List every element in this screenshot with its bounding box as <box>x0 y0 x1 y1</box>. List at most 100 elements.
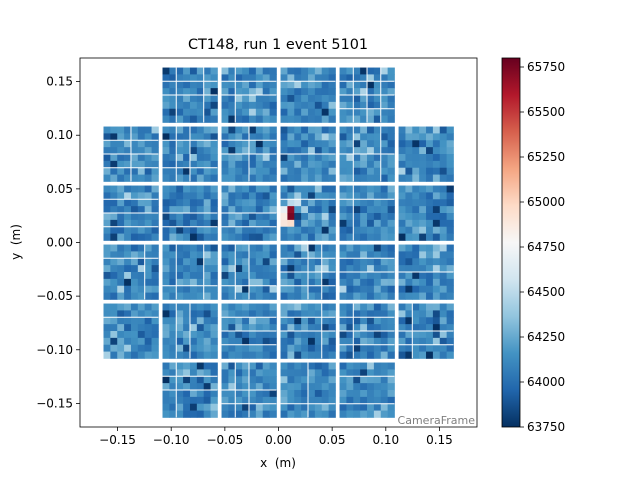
camera-pixel <box>398 351 406 359</box>
camera-pixel <box>387 331 395 339</box>
camera-pixel <box>183 265 191 273</box>
camera-pixel <box>189 160 198 169</box>
camera-pixel <box>228 324 236 332</box>
camera-pixel <box>314 88 323 96</box>
camera-pixel <box>360 244 368 252</box>
y-tick-label: 0.00 <box>46 236 73 250</box>
camera-pixel <box>248 403 257 411</box>
camera-pixel <box>196 331 205 339</box>
camera-pixel <box>242 278 250 287</box>
camera-pixel <box>183 362 191 370</box>
camera-pixel <box>183 337 191 346</box>
camera-pixel <box>367 369 375 377</box>
camera-pixel <box>103 324 111 332</box>
camera-pixel <box>405 351 413 359</box>
camera-pixel <box>446 213 454 221</box>
camera-pixel <box>162 126 170 134</box>
camera-pixel <box>210 251 218 259</box>
camera-pixel <box>137 272 146 280</box>
camera-pixel <box>176 351 184 359</box>
y-tick-label: 0.15 <box>46 75 73 89</box>
camera-pixel <box>294 376 302 384</box>
camera-pixel <box>242 233 250 241</box>
camera-pixel <box>412 337 420 346</box>
camera-pixel <box>235 389 243 398</box>
camera-pixel <box>235 133 243 141</box>
camera-pixel <box>367 199 375 207</box>
camera-pixel <box>446 192 454 200</box>
camera-pixel <box>269 160 277 169</box>
camera-pixel <box>203 226 211 234</box>
camera-pixel <box>176 95 184 103</box>
camera-pixel <box>221 185 229 193</box>
camera-pixel <box>235 213 243 221</box>
camera-pixel <box>210 331 218 339</box>
camera-pixel <box>398 219 406 228</box>
camera-pixel <box>398 154 406 162</box>
camera-pixel <box>339 376 347 384</box>
camera-pixel <box>269 251 277 259</box>
camera-pixel <box>280 226 288 234</box>
camera-pixel <box>380 303 388 311</box>
camera-pixel <box>321 292 329 300</box>
camera-pixel <box>228 199 236 207</box>
camera-pixel <box>367 396 375 405</box>
camera-pixel <box>189 192 198 200</box>
camera-pixel <box>308 303 316 311</box>
camera-pixel <box>314 81 323 89</box>
camera-pixel <box>103 331 111 339</box>
camera-pixel <box>387 192 395 200</box>
camera-pixel <box>169 389 177 398</box>
camera-pixel <box>262 272 270 280</box>
camera-pixel <box>196 115 205 123</box>
camera-pixel <box>151 185 159 193</box>
camera-pixel <box>339 233 347 241</box>
camera-pixel <box>210 369 218 377</box>
camera-pixel <box>189 310 198 318</box>
camera-pixel <box>124 213 132 221</box>
camera-pixel <box>169 362 177 370</box>
camera-pixel <box>439 219 447 228</box>
camera-pixel <box>346 258 354 266</box>
camera-pixel <box>262 167 270 175</box>
camera-pixel <box>169 81 177 89</box>
camera-pixel <box>228 251 236 259</box>
camera-pixel <box>419 351 427 359</box>
camera-pixel <box>380 258 388 266</box>
camera-pixel <box>314 133 323 141</box>
camera-pixel <box>137 317 146 325</box>
camera-pixel <box>346 115 354 123</box>
camera-pixel <box>308 67 316 75</box>
camera-pixel <box>248 115 257 123</box>
camera-pixel <box>248 389 257 398</box>
camera-pixel <box>346 369 354 377</box>
camera-pixel <box>176 199 184 207</box>
camera-pixel <box>196 285 205 293</box>
camera-pixel <box>269 206 277 214</box>
camera-pixel <box>294 226 302 234</box>
camera-pixel <box>183 351 191 359</box>
camera-pixel <box>353 167 361 175</box>
camera-pixel <box>137 265 146 273</box>
camera-pixel <box>353 310 361 318</box>
camera-pixel <box>210 292 218 300</box>
camera-pixel <box>117 133 125 141</box>
camera-pixel <box>432 192 441 200</box>
camera-pixel <box>446 133 454 141</box>
camera-pixel <box>398 292 406 300</box>
camera-pixel <box>255 101 264 110</box>
camera-pixel <box>176 337 184 346</box>
camera-pixel <box>287 278 295 287</box>
camera-pixel <box>176 403 184 411</box>
camera-pixel <box>439 233 447 241</box>
camera-pixel <box>367 331 375 339</box>
camera-pixel <box>162 81 170 89</box>
camera-pixel <box>228 167 236 175</box>
camera-pixel <box>203 383 211 391</box>
camera-pixel <box>314 244 323 252</box>
camera-pixel <box>144 219 152 228</box>
camera-pixel <box>367 101 375 110</box>
camera-pixel <box>130 185 139 193</box>
camera-pixel <box>360 278 368 287</box>
camera-pixel <box>432 126 441 134</box>
